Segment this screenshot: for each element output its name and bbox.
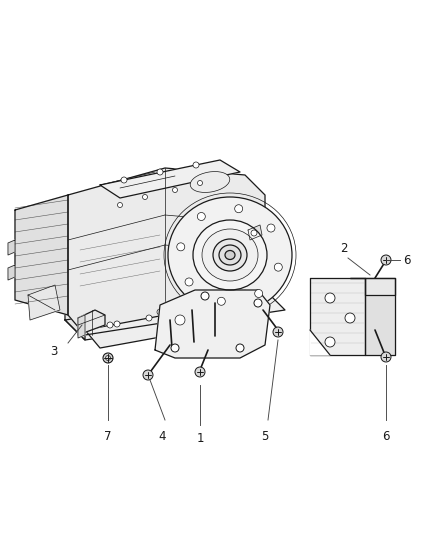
Polygon shape <box>78 315 85 338</box>
Circle shape <box>251 230 257 236</box>
Ellipse shape <box>225 251 235 260</box>
Text: 3: 3 <box>51 345 58 358</box>
Circle shape <box>175 315 185 325</box>
Polygon shape <box>100 160 240 198</box>
Circle shape <box>201 292 209 300</box>
Text: 6: 6 <box>403 254 410 266</box>
Polygon shape <box>245 218 265 290</box>
Circle shape <box>345 313 355 323</box>
Circle shape <box>210 303 216 309</box>
Polygon shape <box>310 330 330 355</box>
Polygon shape <box>8 265 15 280</box>
Text: 5: 5 <box>261 430 268 443</box>
Circle shape <box>185 278 193 286</box>
Polygon shape <box>65 290 285 340</box>
Polygon shape <box>155 290 270 358</box>
Ellipse shape <box>219 245 241 265</box>
Polygon shape <box>15 195 68 315</box>
Circle shape <box>254 299 262 307</box>
Circle shape <box>193 162 199 168</box>
Circle shape <box>325 293 335 303</box>
Circle shape <box>143 370 153 380</box>
Circle shape <box>267 224 275 232</box>
Circle shape <box>178 309 184 315</box>
Circle shape <box>381 352 391 362</box>
Circle shape <box>325 337 335 347</box>
Polygon shape <box>365 278 395 355</box>
Circle shape <box>121 177 127 183</box>
Ellipse shape <box>213 239 247 271</box>
Text: 6: 6 <box>382 430 390 443</box>
Polygon shape <box>248 225 262 240</box>
Circle shape <box>254 289 263 297</box>
Polygon shape <box>65 218 265 270</box>
Polygon shape <box>85 300 265 348</box>
Circle shape <box>157 169 163 175</box>
Ellipse shape <box>190 172 230 192</box>
Ellipse shape <box>202 229 258 281</box>
Polygon shape <box>68 168 265 335</box>
Circle shape <box>107 322 113 328</box>
Circle shape <box>235 205 243 213</box>
Circle shape <box>274 263 283 271</box>
Circle shape <box>173 188 177 192</box>
Circle shape <box>114 321 120 327</box>
Circle shape <box>117 203 123 207</box>
Circle shape <box>236 344 244 352</box>
Circle shape <box>171 344 179 352</box>
Polygon shape <box>78 310 105 335</box>
Polygon shape <box>310 278 365 355</box>
Circle shape <box>142 195 148 199</box>
Circle shape <box>177 243 185 251</box>
Circle shape <box>157 309 163 315</box>
Ellipse shape <box>168 197 292 313</box>
Text: 4: 4 <box>158 430 166 443</box>
Circle shape <box>146 315 152 321</box>
Circle shape <box>198 213 205 221</box>
Text: 2: 2 <box>340 242 348 255</box>
Circle shape <box>207 297 213 303</box>
Circle shape <box>217 297 225 305</box>
Polygon shape <box>350 278 395 295</box>
Circle shape <box>198 181 202 185</box>
Circle shape <box>195 367 205 377</box>
Circle shape <box>381 255 391 265</box>
Polygon shape <box>8 240 15 255</box>
Circle shape <box>103 353 113 363</box>
Text: 7: 7 <box>104 430 112 443</box>
Polygon shape <box>28 285 60 320</box>
Text: 1: 1 <box>196 432 204 445</box>
Circle shape <box>242 290 248 296</box>
Ellipse shape <box>193 220 267 290</box>
Circle shape <box>273 327 283 337</box>
Polygon shape <box>65 250 85 340</box>
